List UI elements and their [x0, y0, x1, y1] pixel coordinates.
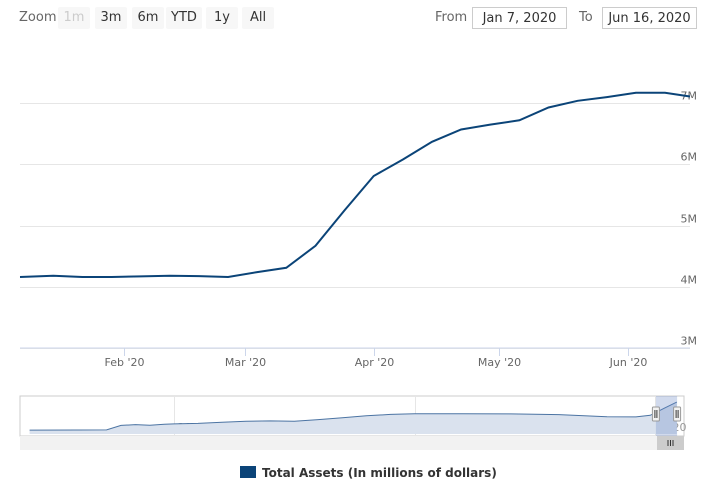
navigator[interactable]: 201020152020	[19, 395, 687, 437]
y-tick-label: 6M	[681, 151, 698, 164]
scrollbar[interactable]	[20, 436, 684, 450]
navigator-area	[29, 402, 677, 434]
zoom-ytd-button[interactable]: YTD	[166, 7, 202, 29]
to-label: To	[579, 10, 593, 25]
x-tick-label: Feb '20	[105, 356, 145, 369]
legend[interactable]: Total Assets (In millions of dollars)	[240, 466, 497, 482]
y-tick-label: 5M	[681, 213, 698, 226]
y-tick-label: 4M	[681, 274, 698, 287]
navigator-handle-left[interactable]	[651, 406, 660, 422]
x-tick-label: Mar '20	[225, 356, 266, 369]
grid-lines	[20, 103, 690, 349]
legend-swatch	[240, 466, 256, 478]
navigator-line	[29, 401, 678, 431]
x-tick-label: Jun '20	[609, 356, 648, 369]
zoom-1m-button[interactable]: 1m	[58, 7, 90, 29]
from-date-input[interactable]: Jan 7, 2020	[472, 7, 567, 29]
series-line-total-assets	[19, 91, 691, 279]
legend-label: Total Assets (In millions of dollars)	[262, 466, 497, 480]
zoom-label: Zoom	[19, 10, 57, 25]
y-tick-label: 3M	[681, 335, 698, 348]
zoom-all-button[interactable]: All	[242, 7, 274, 29]
zoom-6m-button[interactable]: 6m	[132, 7, 164, 29]
navigator-selection[interactable]	[655, 396, 678, 436]
scrollbar-track[interactable]	[20, 436, 684, 450]
from-label: From	[435, 10, 468, 25]
navigator-handle-right[interactable]	[673, 406, 682, 422]
x-tick-label: Apr '20	[355, 356, 395, 369]
to-date-input[interactable]: Jun 16, 2020	[602, 7, 697, 29]
x-axis-ticks: Feb '20 Mar '20 Apr '20 May '20 Jun '20	[105, 348, 648, 369]
range-selector: Zoom 1m 3m 6m YTD 1y All From Jan 7, 202…	[0, 0, 724, 36]
x-tick-label: May '20	[478, 356, 521, 369]
zoom-3m-button[interactable]: 3m	[95, 7, 127, 29]
scrollbar-grip-icon	[667, 440, 674, 446]
zoom-1y-button[interactable]: 1y	[206, 7, 238, 29]
